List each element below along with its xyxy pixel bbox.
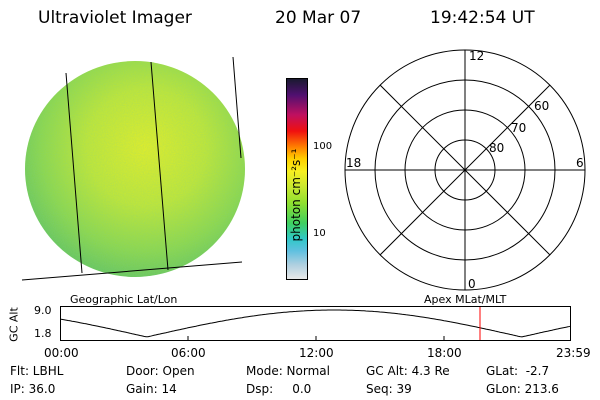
seq-info: Seq: 39: [366, 382, 412, 396]
earth-disk-texture: [25, 61, 245, 277]
xtick-label-00: 00:00: [44, 346, 79, 360]
mlt-label-12: 12: [469, 49, 484, 63]
dsp-info: Dsp: 0.0: [246, 382, 312, 396]
mode-info: Mode: Normal: [246, 364, 330, 378]
colorbar-unit-label: photon cm⁻²s⁻¹: [289, 148, 303, 242]
xtick-label-06: 06:00: [171, 346, 206, 360]
instrument-title: Ultraviolet Imager: [38, 8, 192, 28]
colorbar: [286, 78, 308, 280]
xtick-label-12: 12:00: [299, 346, 334, 360]
geographic-grid: [21, 56, 243, 281]
altitude-ytick-bottom: 1.8: [34, 327, 52, 340]
lat-label-70: 70: [511, 121, 526, 135]
xtick-label-18: 18:00: [427, 346, 462, 360]
gc-alt-info: GC Alt: 4.3 Re: [366, 364, 450, 378]
lat-label-80: 80: [489, 141, 504, 155]
altitude-ylabel: GC Alt: [7, 307, 21, 342]
gain-info: Gain: 14: [126, 382, 177, 396]
colorbar-tick-100: 100: [313, 141, 333, 152]
altitude-ytick-top: 9.0: [34, 304, 52, 317]
filter-info: Flt: LBHL: [10, 364, 64, 378]
glat-info: GLat: -2.7: [486, 364, 550, 378]
lat-label-60: 60: [534, 99, 549, 113]
geographic-caption: Geographic Lat/Lon: [70, 293, 178, 306]
polar-plot: 12 18 6 0 60 70 80: [344, 49, 586, 291]
polar-diagonal-2: [379, 84, 551, 256]
altitude-curve: [60, 309, 571, 338]
date-label: 20 Mar 07: [275, 8, 362, 28]
ip-info: IP: 36.0: [10, 382, 56, 396]
colorbar-tick-10: 10: [313, 228, 326, 239]
uv-image-panel: [21, 56, 245, 281]
mlt-label-18: 18: [346, 156, 361, 170]
altitude-plot-frame: [60, 306, 571, 341]
xtick-label-2359: 23:59: [556, 346, 591, 360]
door-info: Door: Open: [126, 364, 195, 378]
glon-info: GLon: 213.6: [486, 382, 559, 396]
time-label: 19:42:54 UT: [430, 8, 535, 28]
altitude-plot: [60, 306, 571, 341]
mlt-label-6: 6: [576, 156, 584, 170]
apex-caption: Apex MLat/MLT: [424, 293, 507, 306]
mlt-label-0: 0: [468, 277, 476, 291]
